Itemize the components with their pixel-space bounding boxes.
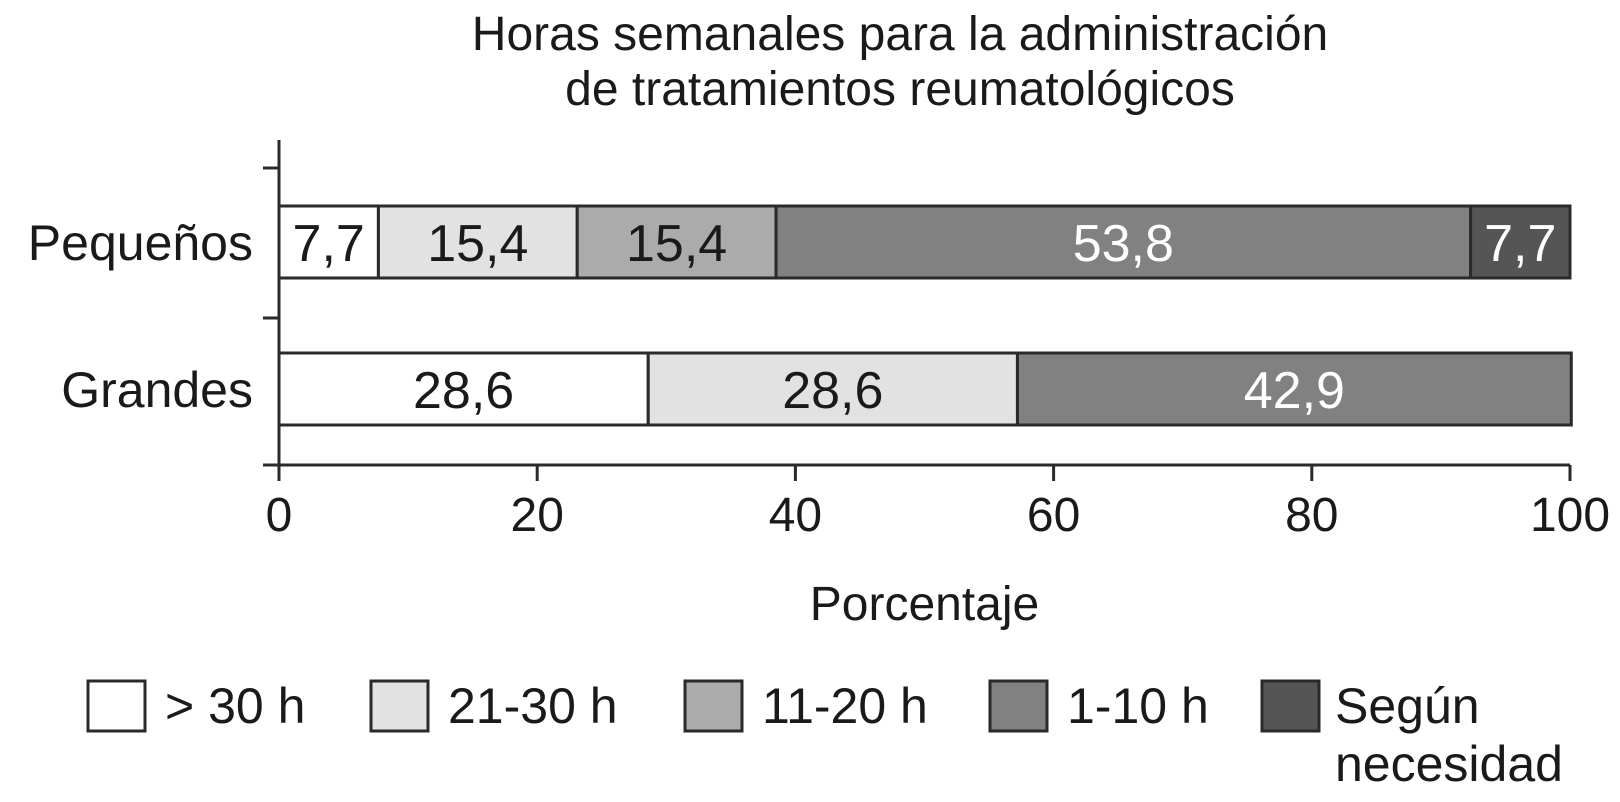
bar-segment [774, 204, 1473, 280]
legend-swatch [1260, 679, 1321, 733]
x-tick-label: 20 [511, 489, 564, 542]
legend-swatch [683, 679, 744, 733]
x-axis-title: Porcentaje [810, 578, 1039, 631]
legend-label: 11-20 h [762, 678, 928, 734]
bar-value-label: 42,9 [1244, 362, 1345, 420]
legend-label: 21-30 h [448, 678, 618, 734]
x-tick-label: 60 [1027, 489, 1080, 542]
chart-title-line: Horas semanales para la administración [472, 8, 1328, 61]
bar-segment [1015, 351, 1573, 427]
bar-segment [1469, 204, 1572, 280]
bar-value-label: 7,7 [293, 215, 365, 273]
legend-label: Según [1335, 678, 1480, 734]
x-tick-label: 0 [266, 489, 293, 542]
bar-value-label: 15,4 [626, 215, 727, 273]
bar-segment [646, 351, 1019, 427]
x-tick-label: 80 [1285, 489, 1338, 542]
x-tick-label: 100 [1530, 489, 1610, 542]
bar-value-label: 15,4 [427, 215, 528, 273]
plot-area: 0 20 40 60 80 100 Porcentaje Pequeños Grandes 7,7… [28, 140, 1610, 631]
bar-segment [277, 351, 650, 427]
legend-swatch [86, 679, 147, 733]
x-tick-label: 40 [769, 489, 822, 542]
category-label: Grandes [61, 362, 253, 418]
legend-label: 1-10 h [1067, 678, 1209, 734]
legend-label: necesidad [1335, 736, 1563, 792]
category-label: Pequeños [28, 215, 253, 271]
bar-value-label: 28,6 [413, 362, 514, 420]
legend-label: > 30 h [165, 678, 305, 734]
chart-title: Horas semanales para la administraciónde… [472, 8, 1328, 116]
bar-segment [376, 204, 579, 280]
bar-segment [277, 204, 380, 280]
legend-swatch [369, 679, 430, 733]
bar-value-label: 53,8 [1073, 215, 1174, 273]
bar-value-label: 28,6 [782, 362, 883, 420]
bar-value-label: 7,7 [1484, 215, 1556, 273]
legend-swatch [988, 679, 1049, 733]
chart-title-line: de tratamientos reumatológicos [565, 63, 1235, 116]
